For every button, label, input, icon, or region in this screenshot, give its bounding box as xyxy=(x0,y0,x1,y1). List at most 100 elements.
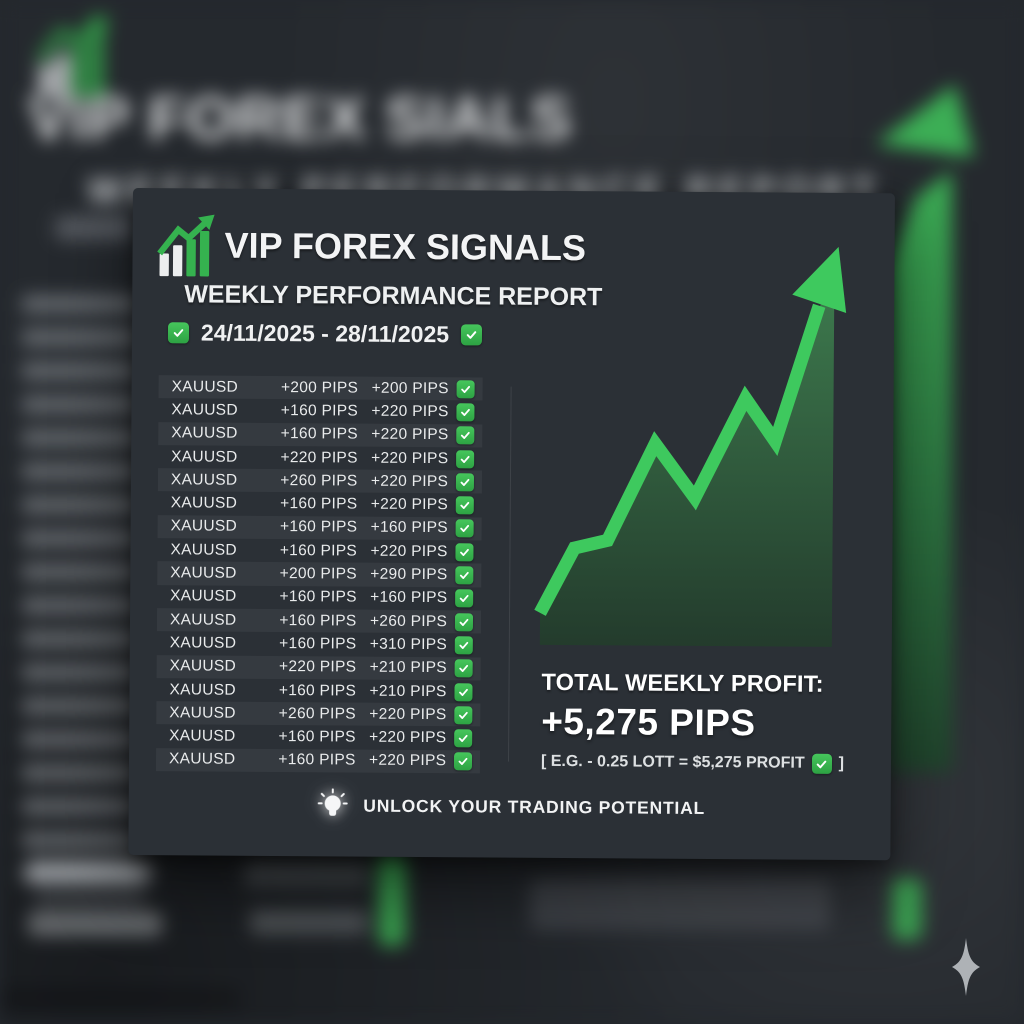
result-1: +200 PIPS xyxy=(280,378,359,397)
result-2: +220 PIPS xyxy=(371,425,449,444)
table-row: XAUUSD +160 PIPS +220 PIPS xyxy=(158,421,483,448)
result-1: +160 PIPS xyxy=(278,751,356,769)
symbol: XAUUSD xyxy=(170,494,238,512)
result-1: +160 PIPS xyxy=(278,681,357,700)
result-2: +220 PIPS xyxy=(368,752,447,770)
symbol: XAUUSD xyxy=(171,377,239,396)
symbol: XAUUSD xyxy=(171,401,238,419)
result-1: +220 PIPS xyxy=(278,658,357,676)
check-icon xyxy=(455,612,474,631)
result-1: +160 PIPS xyxy=(280,425,358,443)
result-2: +220 PIPS xyxy=(371,449,449,467)
total-note-close: ] xyxy=(838,754,845,772)
result-1: +160 PIPS xyxy=(279,541,358,560)
report-card: VIP FOREX SIGNALS WEEKLY PERFORMANCE REP… xyxy=(128,188,895,861)
symbol: XAUUSD xyxy=(170,540,237,559)
lightbulb-icon xyxy=(317,788,348,816)
result-2: +160 PIPS xyxy=(370,519,448,537)
bg-table-stripes xyxy=(22,296,140,884)
symbol: XAUUSD xyxy=(170,471,238,489)
symbol: XAUUSD xyxy=(171,424,238,442)
check-icon xyxy=(455,519,474,538)
symbol: XAUUSD xyxy=(171,447,238,466)
check-icon xyxy=(456,473,475,492)
result-1: +160 PIPS xyxy=(280,495,358,513)
logo-icon xyxy=(157,214,215,277)
check-icon xyxy=(167,322,190,344)
trend-chart xyxy=(534,246,847,647)
date-range-text: 24/11/2025 - 28/11/2025 xyxy=(200,319,450,348)
sparkle-icon xyxy=(952,938,980,996)
table-row: XAUUSD +200 PIPS +290 PIPS xyxy=(157,561,482,588)
table-row: XAUUSD +160 PIPS +220 PIPS xyxy=(156,725,480,751)
card-footer: UNLOCK YOUR TRADING POTENTIAL xyxy=(129,786,891,827)
vertical-divider xyxy=(508,386,512,762)
bg-bar-blob xyxy=(0,988,240,1008)
result-1: +260 PIPS xyxy=(280,471,358,490)
result-2: +220 PIPS xyxy=(371,402,449,421)
total-note: [ E.G. - 0.25 LOTT = $5,275 PROFIT ] xyxy=(541,752,871,774)
check-icon xyxy=(455,496,475,515)
bg-check-blob xyxy=(378,852,406,946)
table-row: XAUUSD +160 PIPS +220 PIPS xyxy=(158,492,482,518)
result-1: +200 PIPS xyxy=(279,565,357,583)
result-1: +160 PIPS xyxy=(280,401,359,420)
result-2: +220 PIPS xyxy=(370,472,449,491)
result-2: +210 PIPS xyxy=(369,658,447,677)
bg-row-blob xyxy=(244,860,368,886)
bg-title-text: VIP FOREX SIALS xyxy=(28,85,573,154)
total-note-text: [ E.G. - 0.25 LOTT = $5,275 PROFIT xyxy=(540,752,805,772)
bg-up-arrow xyxy=(876,84,974,772)
chart-area-fill xyxy=(539,262,835,647)
symbol: XAUUSD xyxy=(169,657,237,675)
check-icon xyxy=(461,324,483,346)
table-row: XAUUSD +160 PIPS +160 PIPS xyxy=(157,514,482,541)
result-2: +220 PIPS xyxy=(369,705,447,723)
table-row: XAUUSD +260 PIPS +220 PIPS xyxy=(157,468,483,494)
table-row: XAUUSD +160 PIPS +220 PIPS xyxy=(155,747,481,774)
date-range-row: 24/11/2025 - 28/11/2025 xyxy=(167,319,483,348)
result-2: +160 PIPS xyxy=(370,588,448,607)
table-row: XAUUSD +160 PIPS +220 PIPS xyxy=(157,538,481,564)
result-1: +160 PIPS xyxy=(279,518,358,536)
symbol: XAUUSD xyxy=(170,564,237,582)
symbol: XAUUSD xyxy=(170,587,237,606)
chart-line xyxy=(534,303,826,616)
total-value: +5,275 PIPS xyxy=(541,700,756,744)
table-row: XAUUSD +200 PIPS +200 PIPS xyxy=(158,375,483,401)
symbol: XAUUSD xyxy=(169,680,236,699)
result-1: +160 PIPS xyxy=(279,634,357,653)
bg-row-blob xyxy=(250,910,368,934)
bg-logo-icon xyxy=(38,16,108,98)
check-icon xyxy=(811,753,832,774)
symbol: XAUUSD xyxy=(169,610,237,629)
table-row: XAUUSD +160 PIPS +260 PIPS xyxy=(156,608,482,634)
symbol: XAUUSD xyxy=(168,750,236,769)
bg-row-blob xyxy=(34,892,146,905)
result-2: +210 PIPS xyxy=(369,682,447,700)
bg-text-blob xyxy=(530,878,830,930)
check-icon xyxy=(454,729,473,748)
table-row: XAUUSD +160 PIPS +210 PIPS xyxy=(156,678,480,704)
tagline-text: UNLOCK YOUR TRADING POTENTIAL xyxy=(363,795,706,818)
symbol: XAUUSD xyxy=(169,704,236,722)
table-row: XAUUSD +220 PIPS +210 PIPS xyxy=(156,654,481,681)
symbol: XAUUSD xyxy=(169,727,236,745)
chart-arrowhead xyxy=(792,246,847,313)
bg-row-blob xyxy=(28,860,152,884)
symbol: XAUUSD xyxy=(169,634,237,652)
total-block: TOTAL WEEKLY PROFIT: +5,275 PIPS [ E.G. … xyxy=(541,669,872,774)
table-row: XAUUSD +260 PIPS +220 PIPS xyxy=(156,701,481,727)
result-1: +160 PIPS xyxy=(279,588,357,606)
result-1: +260 PIPS xyxy=(278,704,357,723)
result-1: +160 PIPS xyxy=(278,728,356,746)
total-label: TOTAL WEEKLY PROFIT: xyxy=(541,668,824,697)
result-2: +310 PIPS xyxy=(369,635,448,654)
check-icon xyxy=(455,542,474,562)
check-icon xyxy=(455,566,474,585)
table-row: XAUUSD +160 PIPS +220 PIPS xyxy=(158,398,482,424)
result-1: +220 PIPS xyxy=(280,448,358,467)
result-2: +220 PIPS xyxy=(370,542,448,560)
check-icon xyxy=(454,682,473,701)
